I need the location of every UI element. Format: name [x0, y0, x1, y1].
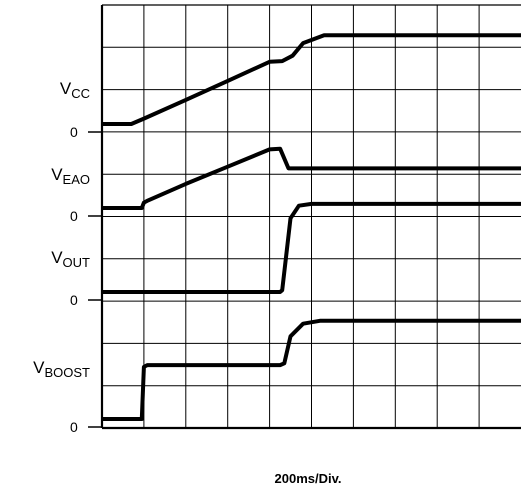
traces — [102, 33, 521, 421]
zero-label-vout: 0 — [70, 292, 78, 308]
zero-label-vboost: 0 — [70, 419, 78, 435]
zero-label-vcc: 0 — [70, 124, 78, 140]
trace-vcc — [102, 33, 521, 126]
zero-label-veao: 0 — [70, 208, 78, 224]
trace-veao — [102, 146, 521, 210]
trace-vout — [102, 201, 521, 294]
signal-label-vboost: VBOOST — [33, 358, 90, 380]
trace-vboost — [102, 318, 521, 421]
signal-label-vout: VOUT — [51, 248, 90, 270]
x-axis-label: 200ms/Div. — [275, 471, 342, 486]
signal-label-vcc: VCC — [60, 79, 90, 101]
grid — [100, 4, 521, 430]
labels: 0 VCC 0 VEAO 0 VOUT 0 VBOOST — [33, 79, 102, 435]
signal-label-veao: VEAO — [51, 165, 90, 187]
